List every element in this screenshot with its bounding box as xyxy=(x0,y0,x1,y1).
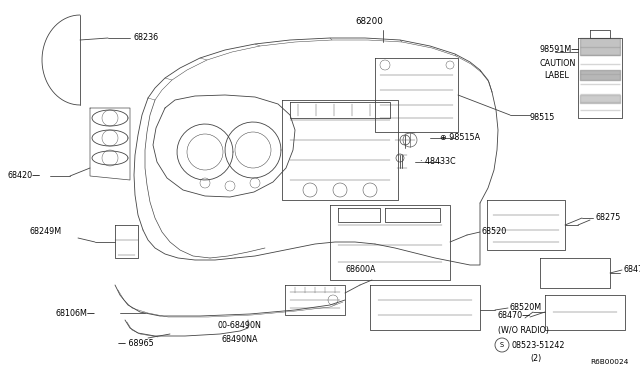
Text: 08523-51242: 08523-51242 xyxy=(512,340,566,350)
Text: 68249M: 68249M xyxy=(30,228,62,237)
Text: 68420—: 68420— xyxy=(8,171,41,180)
Text: (2): (2) xyxy=(530,353,541,362)
Text: 68470—: 68470— xyxy=(498,311,531,320)
Text: 68106M—: 68106M— xyxy=(55,308,95,317)
Text: R6B00024: R6B00024 xyxy=(590,359,628,365)
Text: · 48433C: · 48433C xyxy=(420,157,456,167)
Text: 00-68490N: 00-68490N xyxy=(218,321,262,330)
Text: (W/O RADIO): (W/O RADIO) xyxy=(498,326,549,334)
Text: 68520: 68520 xyxy=(482,228,508,237)
Text: 68200: 68200 xyxy=(355,17,383,26)
Text: 68236: 68236 xyxy=(133,33,158,42)
Text: 68520M: 68520M xyxy=(510,304,542,312)
Text: 98591M—: 98591M— xyxy=(540,45,580,55)
Text: 68490NA: 68490NA xyxy=(222,336,259,344)
Text: 68475M: 68475M xyxy=(624,266,640,275)
Text: ⊕ 98515A: ⊕ 98515A xyxy=(440,134,480,142)
Text: 68600A: 68600A xyxy=(345,266,376,275)
Text: S: S xyxy=(500,342,504,348)
Text: CAUTION: CAUTION xyxy=(540,58,577,67)
Text: — 68965: — 68965 xyxy=(118,340,154,349)
Text: 68275: 68275 xyxy=(595,214,620,222)
Text: LABEL: LABEL xyxy=(544,71,569,80)
Text: 98515: 98515 xyxy=(530,113,556,122)
